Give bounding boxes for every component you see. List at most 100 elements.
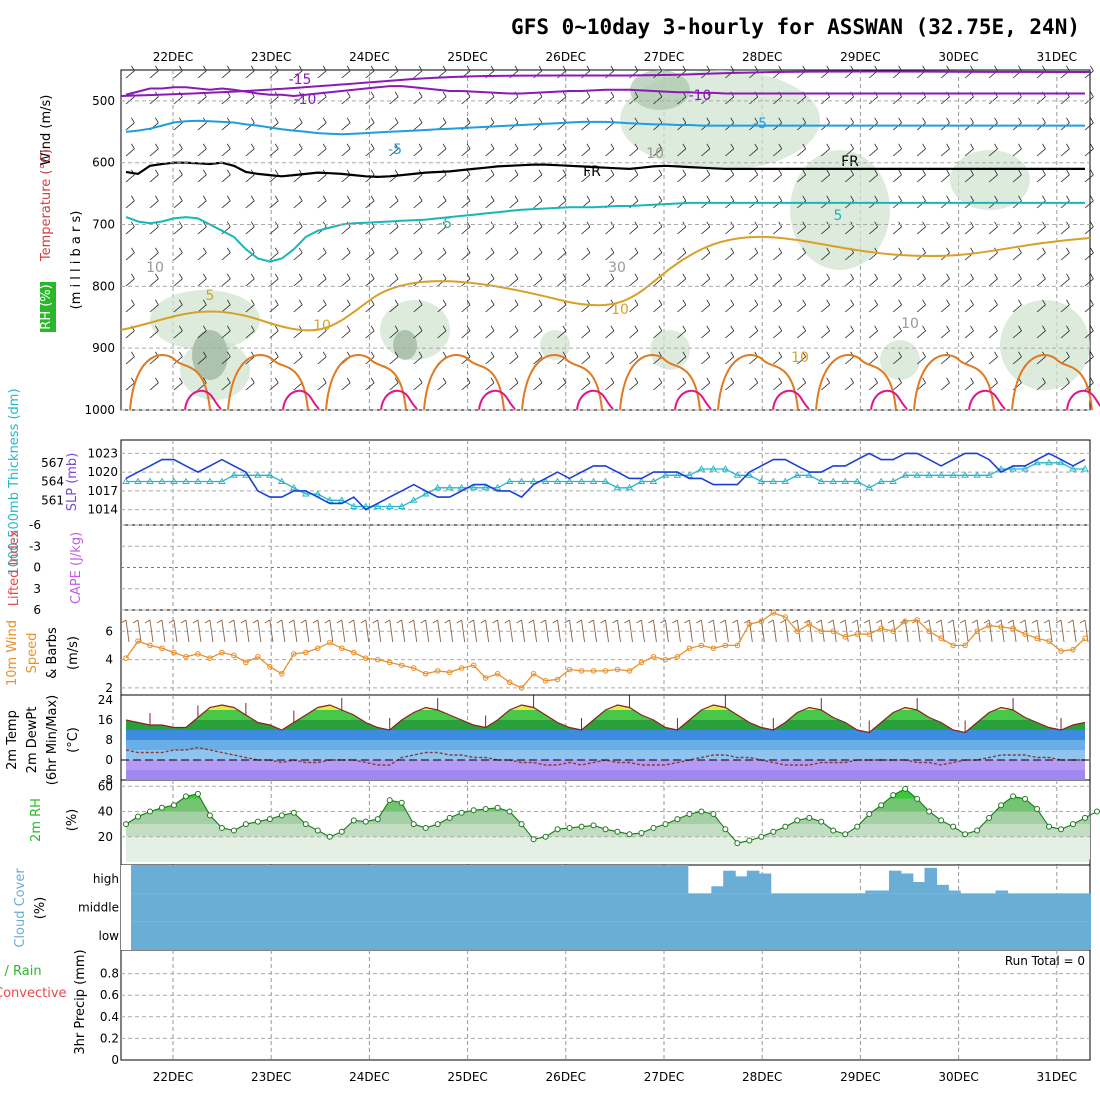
cloud-cell-middle [758, 893, 772, 922]
cloud-cell-low [391, 921, 405, 950]
wind-barb [365, 65, 375, 79]
wind-barb [365, 117, 375, 131]
rh-point [890, 792, 897, 799]
temp-band [126, 705, 1085, 710]
wind-barb [341, 247, 351, 261]
wind-barb [125, 221, 135, 235]
rh-point [1082, 814, 1088, 821]
wind-barb [892, 351, 902, 365]
thickness-marker [349, 502, 358, 509]
wind-speed-point [986, 622, 992, 629]
rh-point [806, 814, 813, 821]
wind-barb [629, 247, 639, 261]
cloud-cell-high [628, 865, 641, 894]
thickness-marker [553, 477, 562, 484]
wind-barb [629, 351, 639, 365]
wind-barb [605, 143, 615, 157]
wind-barb [509, 169, 519, 183]
wind-barb [916, 221, 926, 235]
wind-barb [940, 143, 950, 157]
wind-10m-barb [684, 619, 693, 643]
wind-barb [868, 117, 878, 131]
cloud-cell-middle [723, 893, 736, 922]
cloud-cell-middle [971, 893, 985, 922]
cloud-cell-low [356, 921, 369, 950]
cloud-cell-high [533, 865, 547, 894]
isotherm-20 [772, 389, 810, 411]
wind-speed-point [1058, 648, 1064, 654]
cloud-cell-low [438, 921, 452, 950]
rh-point [470, 807, 477, 814]
contour-label: 5 [834, 208, 843, 224]
temp-tick-label: -8 [101, 773, 113, 787]
wind-barb [1084, 221, 1094, 235]
wind-10m-barb [588, 619, 597, 643]
wind-barb [653, 325, 663, 339]
wind-speed-point [566, 666, 573, 673]
wind-10m-barb [216, 619, 226, 643]
wind-barb [173, 299, 183, 313]
contour-label: 10 [901, 316, 919, 332]
cloud-cell-high [284, 865, 298, 894]
wind-speed-point [374, 656, 381, 663]
cloud-cell-high [995, 890, 1009, 894]
slp-axis-label: SLP (mb) [65, 453, 80, 512]
rh-point [506, 808, 513, 815]
wind-barb [629, 143, 639, 157]
wind-barb [701, 325, 711, 339]
wind-speed-point [362, 655, 369, 661]
wind-barb [892, 247, 902, 261]
wind-barb [245, 299, 255, 313]
cloud-cell-middle [521, 893, 535, 922]
contour-label: FR [841, 154, 859, 170]
wind-barb [437, 273, 447, 287]
rh-point [326, 833, 333, 840]
wind-barb [149, 273, 159, 287]
rh-point [242, 821, 249, 828]
wind-barb [821, 351, 831, 365]
cloud-cell-high [320, 865, 334, 894]
wind-10m-barb [1019, 619, 1029, 643]
wind-barb [677, 143, 687, 157]
wind-barb [197, 299, 207, 313]
cloud-cell-high [249, 865, 262, 894]
wind-barb [773, 299, 783, 313]
temp-axis-label-2: 2m DewPt [25, 707, 40, 774]
rh-point [458, 809, 465, 816]
cloud-cell-middle [225, 893, 239, 922]
wind-barb [197, 65, 207, 79]
rh-point [578, 823, 585, 830]
cloud-cell-high [735, 876, 748, 894]
isotherm-10 [120, 235, 1091, 332]
isotherm-15 [619, 354, 701, 411]
wind-barb [221, 117, 231, 131]
isotherm-20 [870, 389, 908, 411]
cloud-cell-middle [509, 893, 523, 922]
wind-barb [916, 299, 926, 313]
wind-barb [437, 247, 447, 261]
cloud-cell-high [237, 865, 251, 894]
wind-speed-point [854, 631, 861, 637]
wind-barb [557, 273, 567, 287]
cloud-cell-middle [131, 893, 144, 922]
wind-barb [125, 351, 135, 365]
wind-barb [245, 143, 255, 157]
rh-point [446, 814, 453, 821]
wind-barb [1084, 325, 1094, 339]
cloud-cell-middle [1066, 893, 1080, 922]
wind-barb [797, 377, 807, 391]
cloud-cell-low [178, 921, 191, 950]
cloud-cell-low [853, 921, 867, 950]
wind-barb [341, 325, 351, 339]
rh-point [530, 836, 537, 843]
wind-barb [653, 351, 663, 365]
wind-speed-point [770, 610, 777, 616]
cloud-cell-high [308, 865, 322, 894]
cloud-cell-high [486, 865, 499, 894]
wind-10m-barb [144, 619, 154, 643]
cloud-cell-middle [190, 893, 203, 922]
thickness-marker [697, 465, 706, 472]
cloud-cell-low [900, 921, 914, 950]
wind-speed-point [554, 676, 561, 683]
wind-barb [389, 221, 399, 235]
